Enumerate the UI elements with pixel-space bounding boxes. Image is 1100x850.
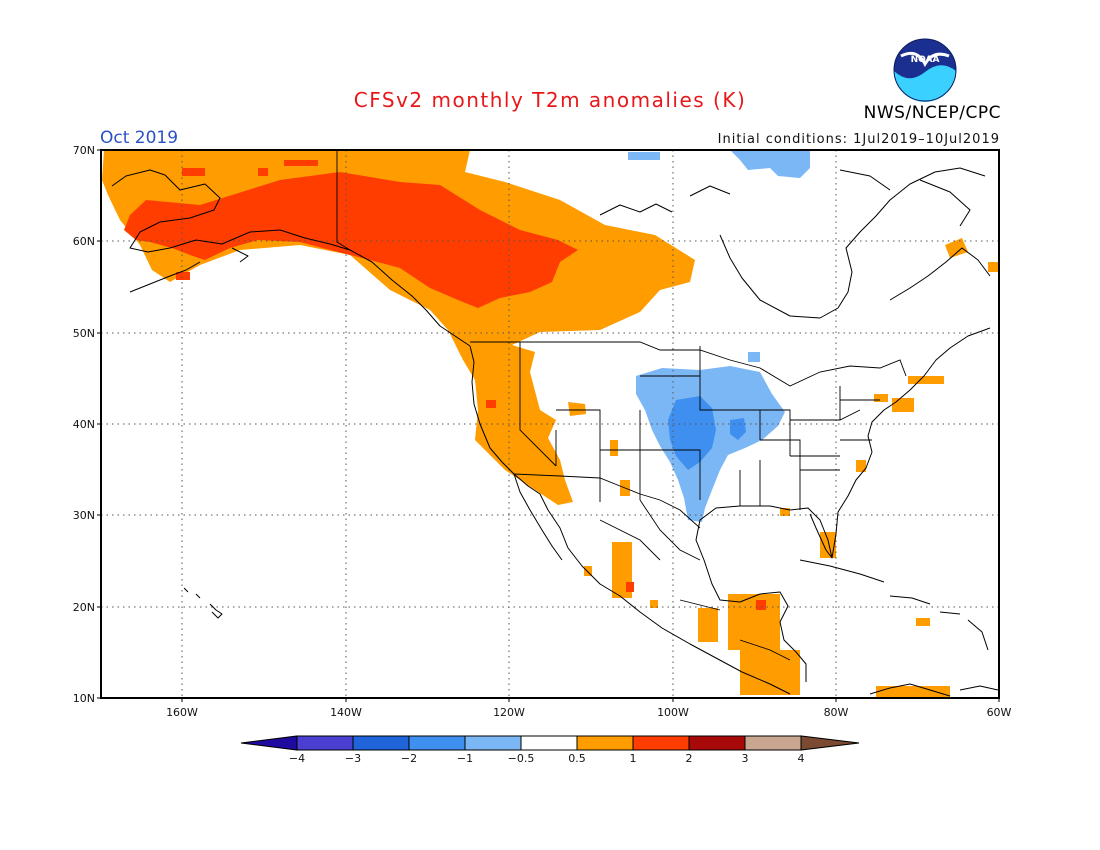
colorbar-segment [352,735,410,751]
colorbar-arrow-high [800,735,860,751]
lat-label: 70N [73,144,95,157]
colorbar-arrow-low [240,735,298,751]
coast-south-america [869,683,999,697]
chart-title: CFSv2 monthly T2m anomalies (K) [353,88,747,112]
colorbar-label: 4 [798,752,805,765]
colorbar [240,735,860,751]
colorbar-label: 0.5 [568,752,586,765]
border-us-mexico [513,473,701,529]
coast-east-us [831,327,991,559]
colorbar-segment [576,735,634,751]
cool-anomaly-layer [628,150,810,522]
colorbar-label: 1 [630,752,637,765]
lat-label: 60N [73,235,95,248]
colorbar-label: 2 [686,752,693,765]
anomaly-region-caribbean-warm [916,618,930,626]
anomaly-region-central-mexico-warm [650,600,658,608]
anomaly-region-yucatan-strong-warm [756,600,766,610]
anomaly-region-nova-scotia-warm [892,398,914,412]
initial-conditions-label: Initial conditions: 1Jul2019–10Jul2019 [717,132,1000,147]
colorbar-labels: −4 −3 −2 −1 −0.5 0.5 1 2 3 4 [289,752,805,765]
longitude-labels: 160W 140W 120W 100W 80W 60W [166,706,1011,719]
anomaly-region-yucatan-warm [728,594,780,650]
colorbar-label: −3 [345,752,361,765]
anomaly-region-new-england-warm [908,376,944,384]
agency-label: NWS/NCEP/CPC [863,103,1001,123]
coast-labrador [889,247,991,301]
anomaly-region-great-lakes-cool [748,352,760,362]
anomaly-region-colorado-warm [568,402,586,416]
anomaly-region-labrador-warm [945,238,968,258]
svg-text:NOAA: NOAA [911,55,940,65]
anomaly-region-plains-moderate-cool [668,396,716,470]
lon-label: 80W [824,706,849,719]
anomaly-region-arctic-cool-1 [628,152,660,160]
coast-hawaii [183,587,223,619]
coast-hudson-bay [719,167,986,319]
lon-label: 160W [166,706,198,719]
lon-label: 120W [493,706,525,719]
coast-baja [513,473,563,561]
forecast-month-label: Oct 2019 [100,128,179,148]
anomaly-region-yukon-strong-warm [258,168,268,176]
anomaly-region-florida-warm [820,532,836,558]
anomaly-region-maine-warm [874,394,888,402]
colorbar-segment [688,735,746,751]
colorbar-segment [520,735,578,751]
colorbar-label: −1 [457,752,473,765]
lat-label: 40N [73,418,95,431]
colorbar-segment [296,735,354,751]
lat-label: 10N [73,692,95,705]
anomaly-region-northern-canada-strong-warm [284,160,318,166]
strong-warm-anomaly-layer [124,160,766,610]
coast-west-us-mexico [469,345,791,695]
colorbar-segment [744,735,802,751]
border-us-canada [470,341,907,387]
lat-label: 50N [73,327,95,340]
anomaly-region-carolina-warm [856,460,866,472]
lon-label: 100W [657,706,689,719]
anomaly-region-alaska-strong-warm [182,168,205,176]
coast-cuba-caribbean [799,559,989,651]
political-borders [336,150,907,661]
lat-label: 20N [73,601,95,614]
colorbar-label: −2 [401,752,417,765]
latitude-labels: 70N 60N 50N 40N 30N 20N 10N [73,144,95,705]
lat-label: 30N [73,509,95,522]
coast-aleutians [129,247,249,293]
anomaly-region-arctic-cool-2 [730,150,810,178]
colorbar-label: 3 [742,752,749,765]
border-alaska-canada [336,150,351,251]
anomaly-region-pacific-mexico-strong-warm [626,582,634,592]
lon-label: 140W [330,706,362,719]
colorbar-label: −4 [289,752,305,765]
coast-arctic-islands [599,169,971,227]
mexico-state-borders [599,499,791,661]
anomaly-region-central-america-warm [740,650,800,695]
colorbar-segment [408,735,466,751]
coast-gulf-of-mexico [695,505,833,561]
us-state-borders [519,342,880,510]
coast-alaska [111,169,471,347]
colorbar-segment [464,735,522,751]
colorbar-label: −0.5 [508,752,535,765]
noaa-logo-icon: NOAA [893,38,957,102]
graticule [101,150,999,698]
anomaly-region-aleutian-strong-warm [176,272,190,280]
anomaly-region-south-america-warm [876,686,950,698]
anomaly-region-new-mexico-warm [610,440,618,456]
coastlines [111,167,999,697]
anomaly-region-alaska-yukon-strong-warm [124,172,578,308]
anomaly-region-quebec-warm [988,262,998,272]
lon-label: 60W [987,706,1012,719]
anomaly-region-oregon-strong-warm [486,400,496,408]
coast-yucatan [703,559,807,682]
anomaly-region-southern-mexico-warm [698,608,718,642]
colorbar-segment [632,735,690,751]
